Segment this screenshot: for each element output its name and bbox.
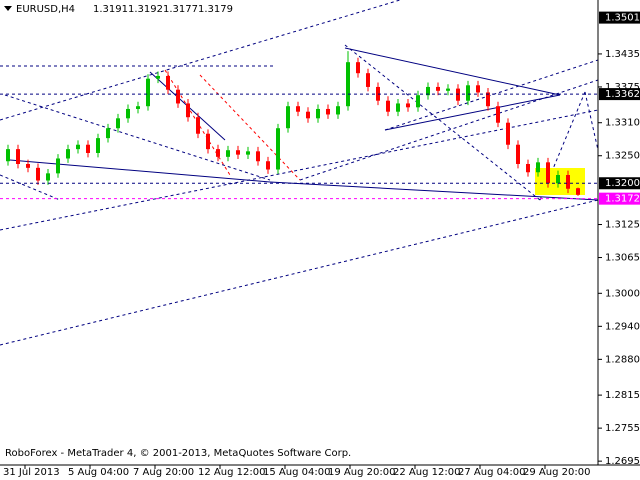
- candle-body: [546, 162, 550, 184]
- y-tick-label: 1.3250: [605, 151, 640, 162]
- candle-body: [86, 144, 90, 153]
- candle-body: [166, 75, 170, 90]
- candle-body: [96, 138, 100, 153]
- candle-body: [236, 150, 240, 155]
- candle-body: [456, 88, 460, 101]
- level-box: [599, 11, 640, 24]
- candle-body: [106, 128, 110, 139]
- candle-body: [396, 103, 400, 112]
- candle-body: [46, 173, 50, 181]
- y-tick-label: 1.2815: [605, 390, 640, 401]
- level-label: 1.3362: [605, 89, 640, 100]
- level-box: [599, 192, 640, 205]
- candle-body: [256, 151, 260, 162]
- candle-body: [526, 163, 530, 173]
- x-tick-label: 5 Aug 04:00: [68, 467, 129, 478]
- candle-body: [266, 161, 270, 170]
- y-tick-label: 1.3310: [605, 118, 640, 129]
- x-tick-label: 15 Aug 04:00: [263, 467, 330, 478]
- candle-body: [436, 86, 440, 91]
- candle-body: [516, 144, 520, 164]
- y-tick-label: 1.3065: [605, 253, 640, 264]
- candle-body: [506, 122, 510, 145]
- candle-body: [146, 78, 150, 107]
- close: 1.3179: [198, 4, 233, 15]
- candle-body: [386, 100, 390, 112]
- x-tick-label: 29 Aug 20:00: [523, 467, 590, 478]
- candle-body: [536, 162, 540, 173]
- candle-body: [466, 85, 470, 101]
- plot: [6, 51, 580, 196]
- candle-body: [316, 108, 320, 119]
- candle-body: [426, 86, 430, 96]
- x-tick-label: 7 Aug 20:00: [133, 467, 194, 478]
- candle-body: [176, 89, 180, 104]
- candle-body: [336, 106, 340, 115]
- candle-body: [286, 106, 290, 129]
- candle-body: [156, 75, 160, 79]
- candle-body: [556, 174, 560, 184]
- y-tick-label: 1.2695: [605, 456, 640, 467]
- candle-body: [276, 128, 280, 170]
- candle-body: [476, 85, 480, 93]
- y-tick-label: 1.3125: [605, 220, 640, 231]
- candle-body: [566, 174, 570, 189]
- footer: RoboForex - MetaTrader 4, © 2001-2013, M…: [5, 448, 351, 459]
- candle-body: [216, 149, 220, 157]
- level-label: 1.3200: [605, 178, 640, 189]
- candle-body: [66, 149, 70, 159]
- candle-body: [346, 62, 350, 107]
- x-tick-label: 22 Aug 12:00: [393, 467, 460, 478]
- candle-body: [186, 103, 190, 118]
- symbol: EURUSD,H4: [16, 4, 75, 15]
- candle-body: [226, 150, 230, 157]
- y-tick-label: 1.3375: [605, 82, 640, 93]
- candle-body: [36, 167, 40, 181]
- candle-body: [306, 111, 310, 119]
- candle-body: [296, 106, 300, 112]
- candle-body: [496, 106, 500, 123]
- candle-body: [246, 151, 250, 155]
- candle-body: [406, 103, 410, 108]
- y-tick-label: 1.2755: [605, 423, 640, 434]
- x-tick-label: 19 Aug 20:00: [328, 467, 395, 478]
- candle-body: [416, 95, 420, 108]
- candle-body: [576, 188, 580, 195]
- y-tick-label: 1.2940: [605, 321, 640, 332]
- high: 1.3192: [128, 4, 163, 15]
- level-label: 1.3501: [605, 13, 640, 24]
- candle-body: [136, 106, 140, 109]
- level-box: [599, 88, 640, 101]
- candle-body: [326, 108, 330, 115]
- candle-body: [56, 158, 60, 174]
- x-tick-label: 31 Jul 2013: [3, 467, 60, 478]
- low: 1.3177: [163, 4, 198, 15]
- level-box: [599, 177, 640, 190]
- x-tick-label: 27 Aug 04:00: [458, 467, 525, 478]
- candle-body: [356, 62, 360, 74]
- open: 1.3191: [93, 4, 128, 15]
- menu-icon[interactable]: [4, 6, 12, 11]
- candle-body: [26, 163, 30, 168]
- candle-body: [126, 108, 130, 119]
- candle-body: [486, 92, 490, 107]
- y-tick-label: 1.3000: [605, 288, 640, 299]
- y-tick-label: 1.2880: [605, 354, 640, 365]
- candle-body: [196, 117, 200, 134]
- x-tick-label: 12 Aug 12:00: [198, 467, 265, 478]
- candle-body: [446, 88, 450, 91]
- candle-body: [16, 149, 20, 164]
- y-tick-label: 1.3435: [605, 49, 640, 60]
- candle-body: [366, 73, 370, 87]
- solid-lines: [9, 47, 599, 201]
- candle-body: [116, 118, 120, 129]
- candle-body: [206, 133, 210, 150]
- level-label: 1.3172: [605, 194, 640, 205]
- candle-body: [76, 144, 80, 150]
- candle-body: [6, 149, 10, 162]
